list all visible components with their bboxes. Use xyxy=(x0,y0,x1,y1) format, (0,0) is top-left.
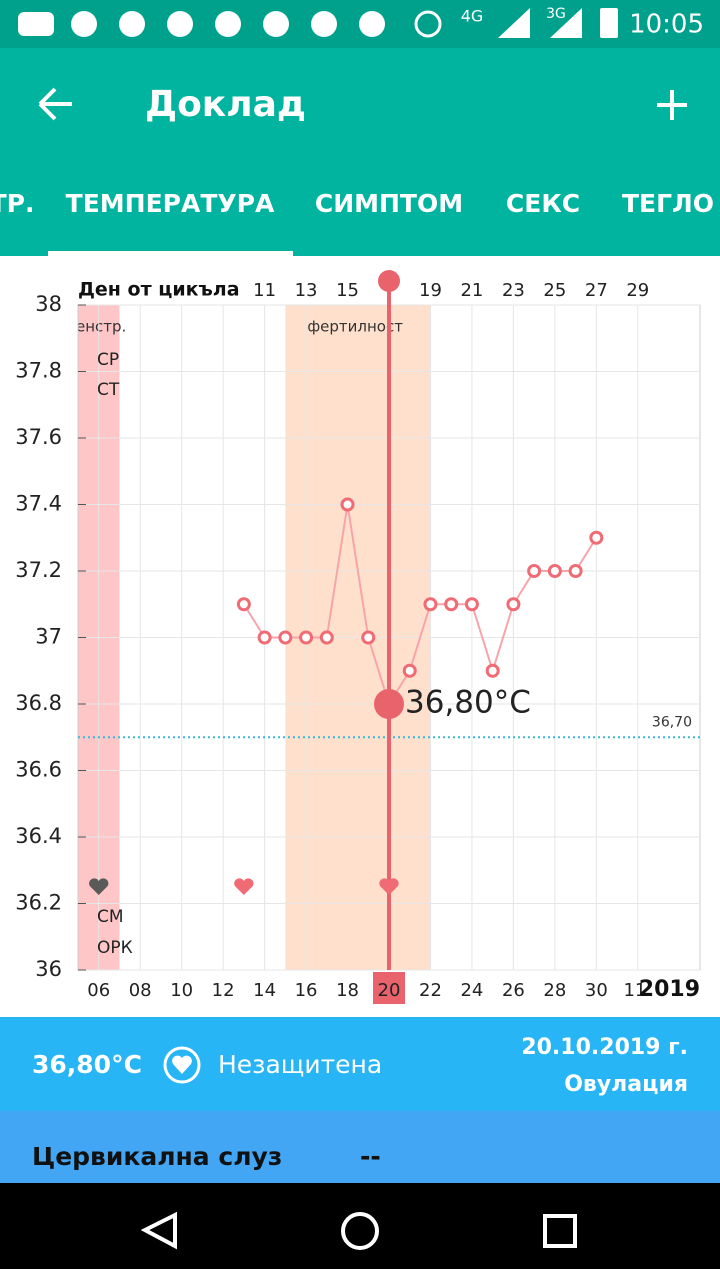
x-tick-label: 16 xyxy=(295,980,318,1001)
x-tick-label: 26 xyxy=(502,980,525,1001)
band-label: фертилност xyxy=(307,318,403,336)
x2-tick-label: 21 xyxy=(460,280,483,301)
tab[interactable]: СЕКС xyxy=(506,189,580,218)
selected-x-box xyxy=(373,972,405,1004)
note: ОРК xyxy=(97,938,133,958)
date: 20.10.2019 г. xyxy=(521,1035,688,1060)
nav-back[interactable] xyxy=(140,1211,177,1250)
network-2: 3G xyxy=(546,6,566,22)
app-bar xyxy=(0,48,720,256)
status-icons xyxy=(18,8,618,38)
x-tick-label: 11. xyxy=(623,980,652,1001)
y-tick-label: 37.8 xyxy=(15,359,62,383)
point[interactable] xyxy=(568,564,583,578)
tab-indicator xyxy=(48,251,293,256)
point[interactable] xyxy=(485,663,500,678)
x-tick-label: 18 xyxy=(336,980,359,1001)
protection: Незащитена xyxy=(218,1050,382,1079)
x2-tick-label: 29 xyxy=(626,280,649,301)
x2-tick-label: 13 xyxy=(295,280,318,301)
selected-x-label: 20 xyxy=(378,980,401,1001)
year-label: 2019 xyxy=(639,977,700,1002)
note: СТ xyxy=(97,380,120,400)
selected-handle[interactable] xyxy=(378,270,400,292)
add-button[interactable] xyxy=(657,90,687,120)
heart xyxy=(379,878,399,895)
x-tick-label: 14 xyxy=(253,980,276,1001)
x2-tick-label: 25 xyxy=(543,280,566,301)
tab[interactable]: СИМПТОМ xyxy=(315,189,463,218)
details-panel xyxy=(0,1017,720,1111)
phase: Овулация xyxy=(564,1072,688,1097)
point[interactable] xyxy=(444,597,459,612)
point[interactable] xyxy=(402,663,417,678)
x-tick-label: 30 xyxy=(585,980,608,1001)
mucus-value: -- xyxy=(360,1142,381,1171)
heart xyxy=(234,878,254,895)
x2-tick-label: 27 xyxy=(585,280,608,301)
x-tick-label: 28 xyxy=(543,980,566,1001)
network-1: 4G xyxy=(461,7,484,26)
temperature: 36,80°C xyxy=(32,1050,142,1079)
mucus-row xyxy=(0,1111,720,1183)
point[interactable] xyxy=(589,530,604,545)
x-tick-label: 24 xyxy=(460,980,483,1001)
heart-icon xyxy=(172,1055,192,1074)
tab[interactable]: ТЕМПЕРАТУРА xyxy=(66,189,275,218)
point[interactable] xyxy=(527,564,542,578)
x2-tick-label: 23 xyxy=(502,280,525,301)
point[interactable] xyxy=(299,630,314,645)
time: 10:05 xyxy=(629,10,704,40)
protection-icon xyxy=(163,1046,201,1084)
point[interactable] xyxy=(547,564,562,578)
reference-label: 36,70 xyxy=(652,714,692,730)
x-tick-label: 08 xyxy=(129,980,152,1001)
y-tick-label: 37.6 xyxy=(15,425,62,449)
back-button[interactable] xyxy=(38,87,72,121)
selected-value-label: 36,80°C xyxy=(405,685,531,721)
x-tick-label: 06 xyxy=(87,980,110,1001)
y-tick-label: 36.6 xyxy=(15,758,62,782)
note: СМ xyxy=(97,907,124,927)
mucus-label: Цервикална слуз xyxy=(32,1142,282,1171)
tab[interactable]: ТР. xyxy=(0,189,34,218)
nav-home[interactable] xyxy=(341,1212,379,1250)
y-tick-label: 38 xyxy=(35,292,62,316)
point[interactable] xyxy=(319,630,334,645)
y-tick-label: 37.4 xyxy=(15,492,62,516)
tab[interactable]: ТЕГЛО xyxy=(622,189,714,218)
x2-tick-label: 15 xyxy=(336,280,359,301)
point[interactable] xyxy=(340,497,355,512)
nav-bar xyxy=(0,1183,720,1269)
point[interactable] xyxy=(236,597,251,612)
x2-tick-label: 19 xyxy=(419,280,442,301)
x2-title: Ден от цикъла xyxy=(78,279,240,301)
band-label: енстр. xyxy=(76,318,126,336)
y-tick-label: 36.8 xyxy=(15,691,62,715)
point[interactable] xyxy=(464,597,479,612)
x-tick-label: 22 xyxy=(419,980,442,1001)
x-tick-label: 12 xyxy=(212,980,235,1001)
heart xyxy=(89,878,109,895)
point[interactable] xyxy=(257,630,272,645)
y-tick-label: 36.2 xyxy=(15,891,62,915)
nav-recent[interactable] xyxy=(543,1214,577,1248)
point[interactable] xyxy=(423,597,438,612)
y-tick-label: 37.2 xyxy=(15,558,62,582)
point[interactable] xyxy=(361,630,376,645)
y-tick-label: 36.4 xyxy=(15,824,62,848)
toolbar-title: Доклад xyxy=(145,84,306,125)
point[interactable] xyxy=(278,630,293,645)
x-tick-label: 10 xyxy=(170,980,193,1001)
x2-tick-label: 11 xyxy=(253,280,276,301)
y-tick-label: 36 xyxy=(35,957,62,981)
selected-point[interactable] xyxy=(374,689,404,719)
point[interactable] xyxy=(506,597,521,612)
y-tick-label: 37 xyxy=(35,625,62,649)
note: СР xyxy=(97,350,119,370)
